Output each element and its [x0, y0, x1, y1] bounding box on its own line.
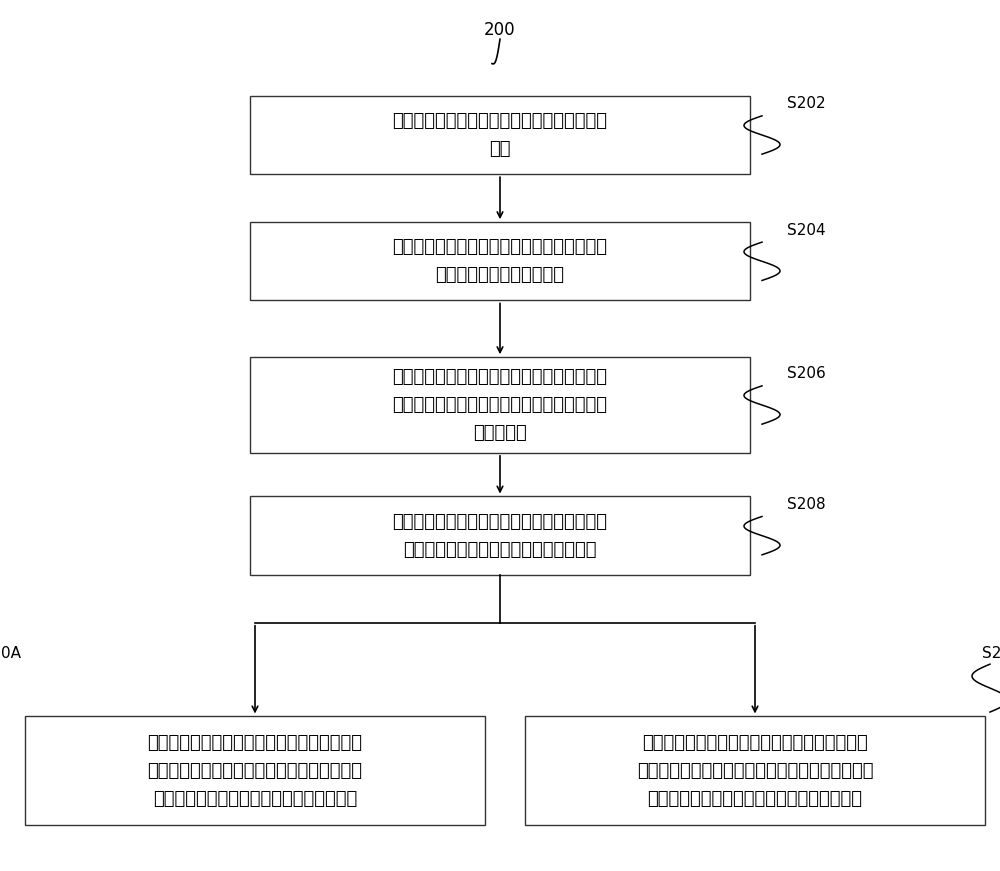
Text: 基于消费者与商户之间的借贷关系信息向消费
者终端提供电子消费抵贷卡: 基于消费者与商户之间的借贷关系信息向消费 者终端提供电子消费抵贷卡 — [392, 239, 608, 284]
FancyBboxPatch shape — [250, 222, 750, 300]
Text: 获取商户终端发送的要求消费者按照消费额度
对借款进行销账的请求，以便将该请求发送给
消费者终端: 获取商户终端发送的要求消费者按照消费额度 对借款进行销账的请求，以便将该请求发送… — [392, 368, 608, 442]
FancyBboxPatch shape — [525, 716, 985, 826]
FancyBboxPatch shape — [250, 496, 750, 575]
FancyBboxPatch shape — [250, 96, 750, 174]
Text: 在消费抵贷卡到期后，当电子消费抵贷卡内仍有
余额时，获取经过消费者和商户协商的展期请求，
根据展期请求延长电子消费抵贷卡的有效时限: 在消费抵贷卡到期后，当电子消费抵贷卡内仍有 余额时，获取经过消费者和商户协商的展… — [637, 734, 873, 807]
Text: 200: 200 — [484, 22, 516, 39]
Text: S208: S208 — [787, 497, 826, 512]
Text: 在消费抵贷卡到期后，当电子消费抵贷卡内仍
有余额时，获取消费者终端发送的退款请求，
将该请求发送给商户终端以便商户退还余额: 在消费抵贷卡到期后，当电子消费抵贷卡内仍 有余额时，获取消费者终端发送的退款请求… — [148, 734, 362, 807]
Text: 获取消费者终端发送的申办商户消费抵贷卡的
请求: 获取消费者终端发送的申办商户消费抵贷卡的 请求 — [392, 112, 608, 158]
Text: S210A: S210A — [0, 645, 21, 660]
Text: S210B: S210B — [982, 645, 1000, 660]
Text: S206: S206 — [787, 367, 826, 381]
Text: 在消费者按照消费额度销账后，获取销账完成
的确认信息，根据销账金额执行结算操作: 在消费者按照消费额度销账后，获取销账完成 的确认信息，根据销账金额执行结算操作 — [392, 513, 608, 558]
Text: S202: S202 — [787, 97, 826, 111]
Text: S204: S204 — [787, 223, 826, 238]
FancyBboxPatch shape — [250, 357, 750, 453]
FancyBboxPatch shape — [25, 716, 485, 826]
